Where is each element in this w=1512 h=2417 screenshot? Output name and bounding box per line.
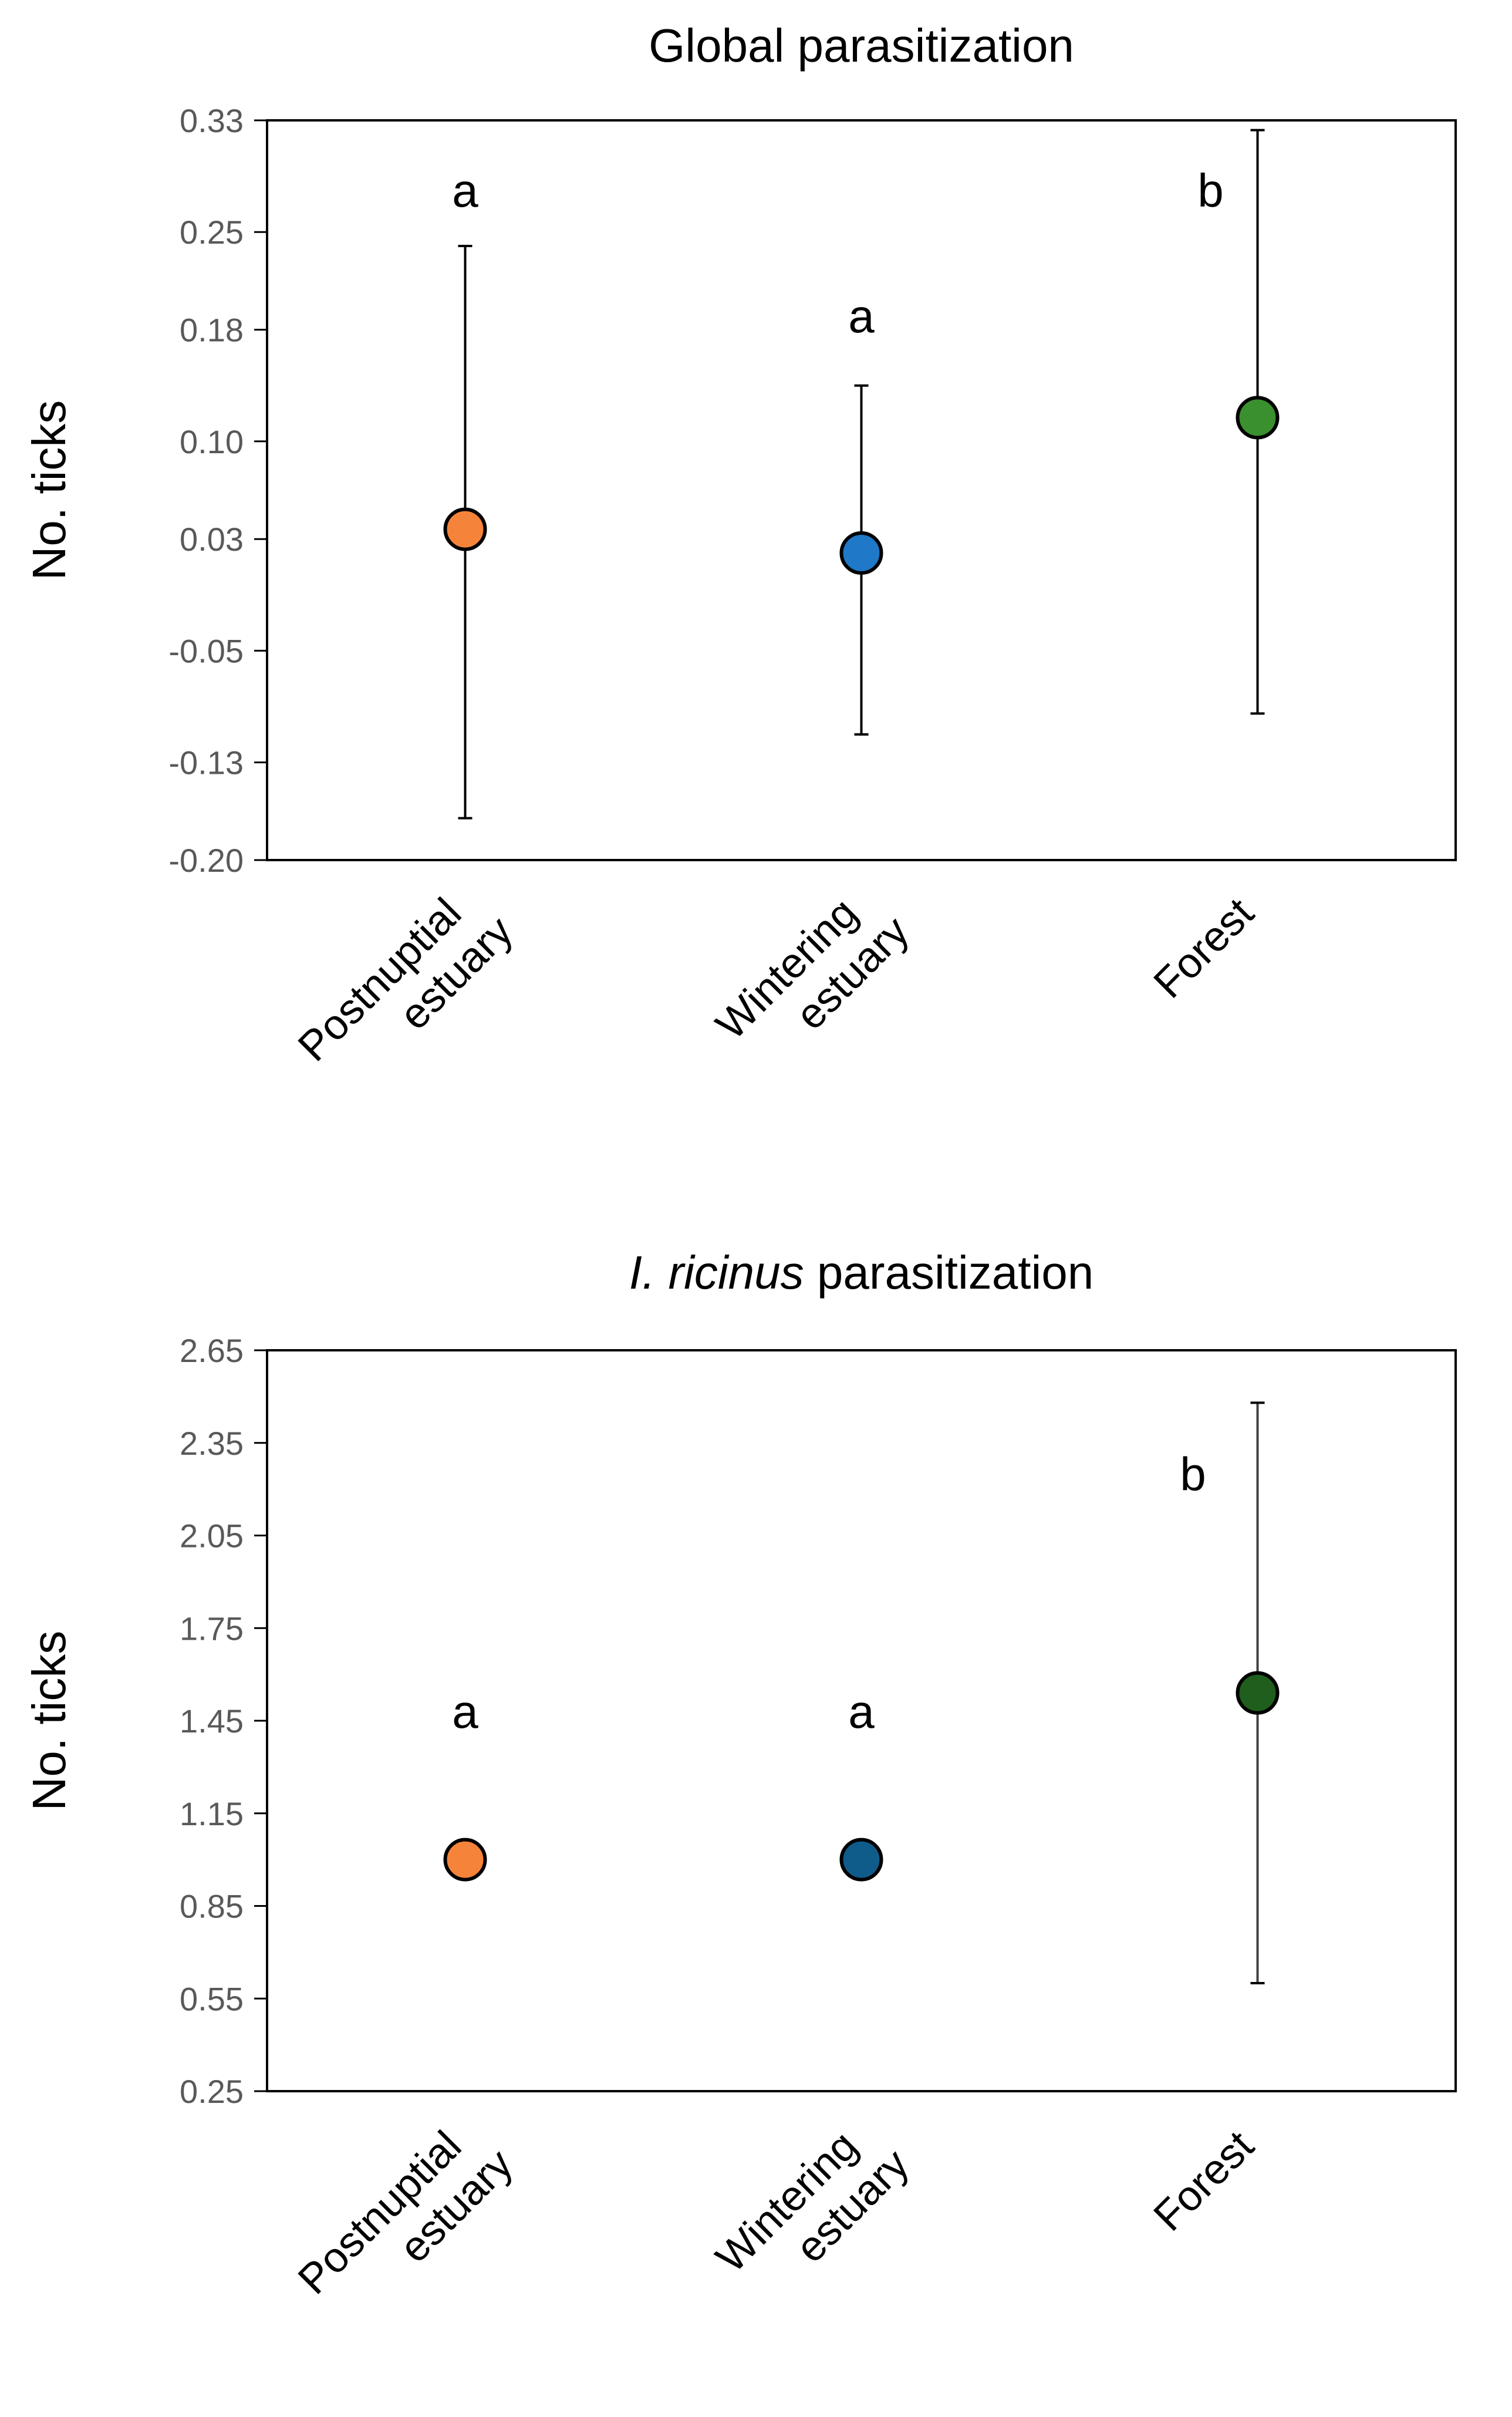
significance-letter: a	[452, 1686, 478, 1738]
y-tick-label: 2.05	[180, 1518, 244, 1555]
chart-title: I. ricinus parasitization	[629, 1246, 1094, 1299]
y-tick-label: 1.75	[180, 1610, 244, 1647]
data-point-marker	[443, 1838, 487, 1882]
data-point-group: b	[1197, 129, 1280, 715]
significance-letter: a	[452, 164, 478, 217]
chart-title-text: Global parasitization	[649, 19, 1074, 72]
y-tick-label: -0.13	[168, 744, 244, 781]
data-point-marker	[839, 1838, 883, 1882]
y-tick-label: -0.20	[168, 842, 244, 879]
data-point-group: a	[839, 290, 883, 736]
y-tick-label: 0.85	[180, 1888, 244, 1925]
data-point-marker	[443, 507, 487, 551]
y-tick-label: 2.65	[180, 1332, 244, 1369]
significance-letter: a	[848, 1686, 875, 1738]
data-point-group: a	[839, 1686, 883, 1882]
y-tick-label: 0.03	[180, 521, 244, 558]
y-tick-label: 2.35	[180, 1425, 244, 1462]
data-point-group: b	[1180, 1401, 1280, 1984]
y-tick-label: 1.15	[180, 1795, 244, 1832]
significance-letter: b	[1180, 1448, 1206, 1500]
data-point-group: a	[443, 1686, 487, 1882]
data-point-marker	[839, 531, 883, 575]
y-tick-label: 0.55	[180, 1980, 244, 2017]
y-axis-label: No. ticks	[23, 400, 75, 581]
chart-title-text: parasitization	[804, 1246, 1094, 1299]
significance-letter: a	[848, 290, 875, 342]
significance-letter: b	[1197, 164, 1224, 217]
chart-title-italic: I. ricinus	[629, 1246, 804, 1299]
data-point-group: a	[443, 164, 487, 820]
y-tick-label: -0.05	[168, 632, 244, 669]
y-tick-label: 0.25	[180, 2073, 244, 2110]
data-point-marker	[1236, 396, 1280, 440]
y-tick-label: 0.18	[180, 312, 244, 349]
y-tick-label: 0.25	[180, 214, 244, 251]
y-axis-label: No. ticks	[23, 1631, 75, 1811]
chart-title: Global parasitization	[649, 19, 1074, 72]
data-point-marker	[1236, 1671, 1280, 1715]
y-tick-label: 0.33	[180, 102, 244, 139]
plot-area	[266, 119, 1457, 861]
y-tick-label: 0.10	[180, 423, 244, 460]
y-tick-label: 1.45	[180, 1703, 244, 1740]
